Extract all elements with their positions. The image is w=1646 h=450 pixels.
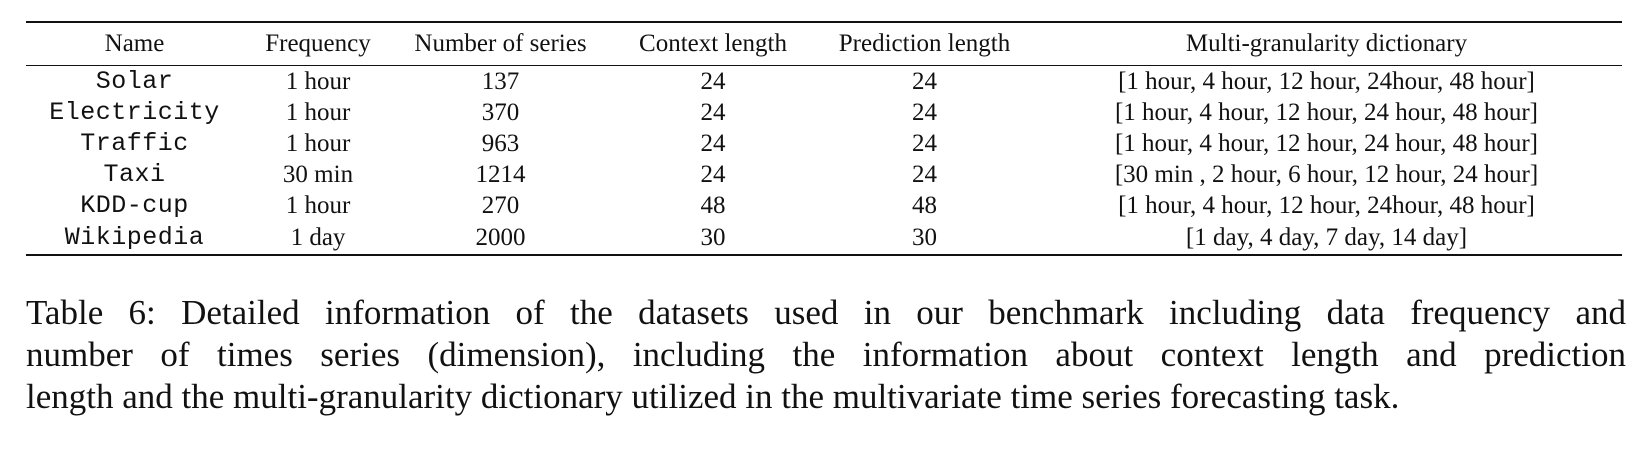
cell-prediction-length: 24 (912, 99, 937, 126)
table-header: Name Frequency Number of series Context … (26, 22, 1622, 66)
cell-number-of-series: 370 (481, 99, 520, 126)
cell-prediction-length: 24 (912, 161, 937, 188)
table-row: Traffic 1 hour 963 24 24 [1 hour, 4 hour… (26, 128, 1622, 159)
cell-frequency: 1 hour (285, 68, 351, 95)
header-multi-granularity-dictionary: Multi-granularity dictionary (1185, 30, 1468, 57)
cell-dataset-name: Solar (95, 67, 174, 96)
cell-number-of-series: 1214 (475, 161, 526, 188)
cell-dictionary: [1 hour, 4 hour, 12 hour, 24 hour, 48 ho… (1114, 99, 1539, 126)
table-body: Solar 1 hour 137 24 24 [1 hour, 4 hour, … (26, 66, 1622, 255)
cell-prediction-length: 24 (912, 130, 937, 157)
caption-line: Table 6: Detailed information of the dat… (26, 293, 1626, 332)
cell-dictionary: [1 hour, 4 hour, 12 hour, 24 hour, 48 ho… (1114, 130, 1539, 157)
cell-dataset-name: Electricity (49, 98, 220, 127)
table-caption: Table 6: Detailed information of the dat… (26, 292, 1626, 418)
header-context-length: Context length (639, 30, 787, 57)
header-number-of-series: Number of series (414, 30, 587, 57)
cell-dictionary: [1 hour, 4 hour, 12 hour, 24hour, 48 hou… (1118, 192, 1535, 219)
cell-prediction-length: 48 (912, 192, 937, 219)
table-row: Taxi 30 min 1214 24 24 [30 min , 2 hour,… (26, 159, 1622, 190)
cell-dataset-name: KDD-cup (80, 191, 189, 220)
cell-frequency: 1 hour (285, 99, 351, 126)
header-frequency: Frequency (265, 30, 371, 57)
table-row: KDD-cup 1 hour 270 48 48 [1 hour, 4 hour… (26, 190, 1622, 221)
cell-prediction-length: 30 (912, 224, 937, 251)
cell-dataset-name: Taxi (103, 160, 166, 189)
header-row: Name Frequency Number of series Context … (26, 22, 1622, 66)
cell-context-length: 24 (700, 99, 726, 126)
cell-dataset-name: Traffic (80, 129, 189, 158)
caption-line: number of times series (dimension), incl… (26, 335, 1626, 374)
cell-context-length: 24 (700, 161, 726, 188)
cell-dictionary: [1 day, 4 day, 7 day, 14 day] (1185, 224, 1468, 251)
cell-number-of-series: 2000 (475, 224, 526, 251)
cell-dataset-name: Wikipedia (64, 223, 205, 252)
cell-context-length: 48 (700, 192, 726, 219)
cell-dictionary: [1 hour, 4 hour, 12 hour, 24hour, 48 hou… (1118, 68, 1535, 95)
cell-context-length: 24 (700, 130, 726, 157)
cell-frequency: 30 min (282, 161, 354, 188)
header-prediction-length: Prediction length (838, 30, 1011, 57)
datasets-table: Name Frequency Number of series Context … (26, 21, 1622, 256)
cell-number-of-series: 963 (481, 130, 520, 157)
cell-number-of-series: 137 (481, 68, 520, 95)
table-row: Solar 1 hour 137 24 24 [1 hour, 4 hour, … (26, 66, 1622, 98)
cell-frequency: 1 day (290, 224, 346, 251)
caption-line: length and the multi-granularity diction… (26, 377, 1400, 416)
cell-context-length: 30 (700, 224, 726, 251)
cell-prediction-length: 24 (912, 68, 937, 95)
datasets-table-container: Name Frequency Number of series Context … (26, 21, 1622, 256)
cell-number-of-series: 270 (481, 192, 520, 219)
table-row: Wikipedia 1 day 2000 30 30 [1 day, 4 day… (26, 221, 1622, 255)
table-row: Electricity 1 hour 370 24 24 [1 hour, 4 … (26, 97, 1622, 128)
header-name: Name (104, 30, 165, 57)
cell-context-length: 24 (700, 68, 726, 95)
cell-dictionary: [30 min , 2 hour, 6 hour, 12 hour, 24 ho… (1114, 161, 1539, 188)
cell-frequency: 1 hour (285, 130, 351, 157)
cell-frequency: 1 hour (285, 192, 351, 219)
